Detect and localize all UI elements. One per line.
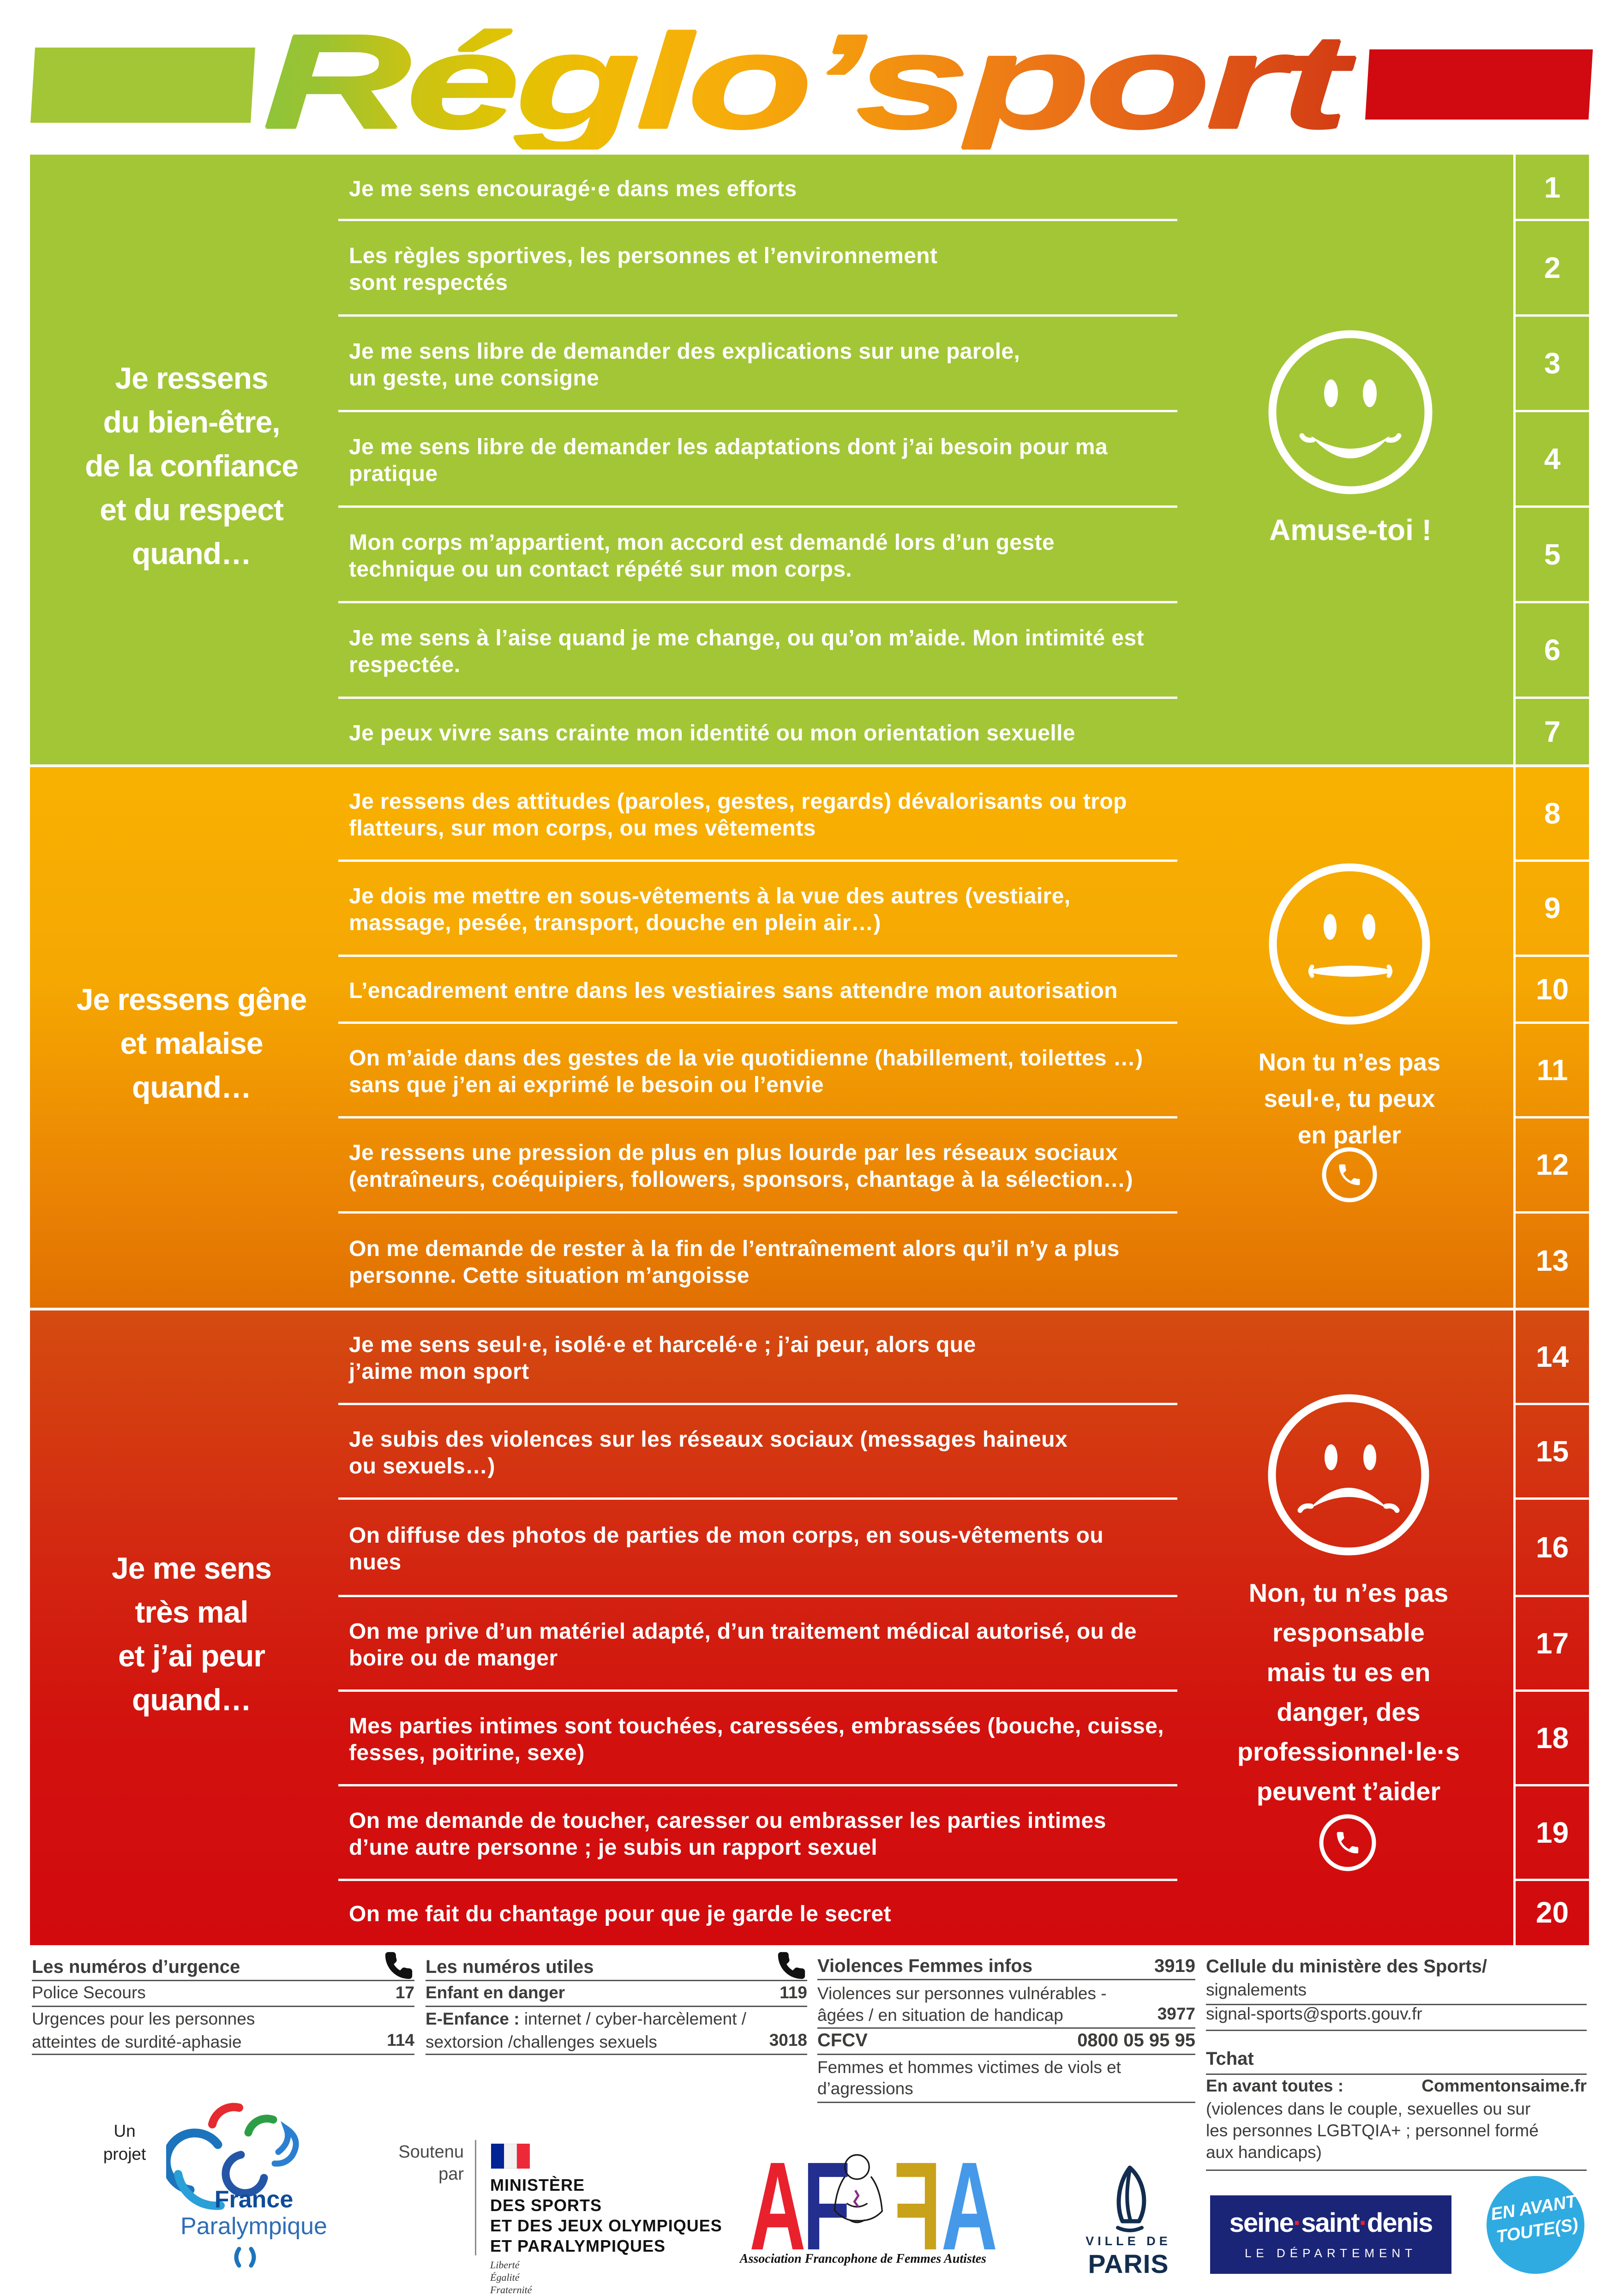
svg-text:Paralympique: Paralympique <box>180 2213 327 2240</box>
svg-text:France: France <box>215 2186 294 2213</box>
